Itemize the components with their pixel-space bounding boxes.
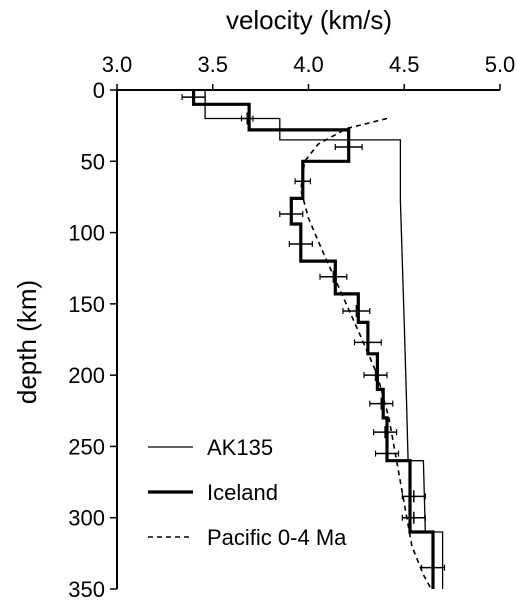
y-axis-title: depth (km) bbox=[12, 280, 42, 404]
y-tick-label: 50 bbox=[81, 149, 105, 174]
x-tick-label: 3.5 bbox=[197, 52, 228, 77]
plot-area: 3.0 3.5 4.0 4.5 5.0 0 50 100 150 200 250 300 350 AK13… bbox=[68, 52, 515, 602]
x-tick-label: 4.5 bbox=[389, 52, 420, 77]
x-tick-label: 4.0 bbox=[293, 52, 324, 77]
legend-label: Pacific 0-4 Ma bbox=[207, 525, 347, 550]
series-line-iceland bbox=[192, 90, 435, 589]
y-tick-label: 100 bbox=[68, 221, 105, 246]
x-tick-label: 5.0 bbox=[485, 52, 516, 77]
x-axis-title: velocity (km/s) bbox=[226, 5, 392, 35]
y-tick-label: 250 bbox=[68, 434, 105, 459]
series-line-pacific-0-4-ma bbox=[299, 117, 432, 590]
y-tick-label: 350 bbox=[68, 577, 105, 602]
x-tick-label: 3.0 bbox=[102, 52, 133, 77]
y-tick-label: 300 bbox=[68, 506, 105, 531]
y-tick-label: 0 bbox=[93, 78, 105, 103]
y-tick-label: 150 bbox=[68, 292, 105, 317]
legend-label: AK135 bbox=[207, 435, 273, 460]
series-line-ak135 bbox=[204, 90, 444, 589]
y-tick-label: 200 bbox=[68, 363, 105, 388]
legend-label: Iceland bbox=[207, 480, 278, 505]
